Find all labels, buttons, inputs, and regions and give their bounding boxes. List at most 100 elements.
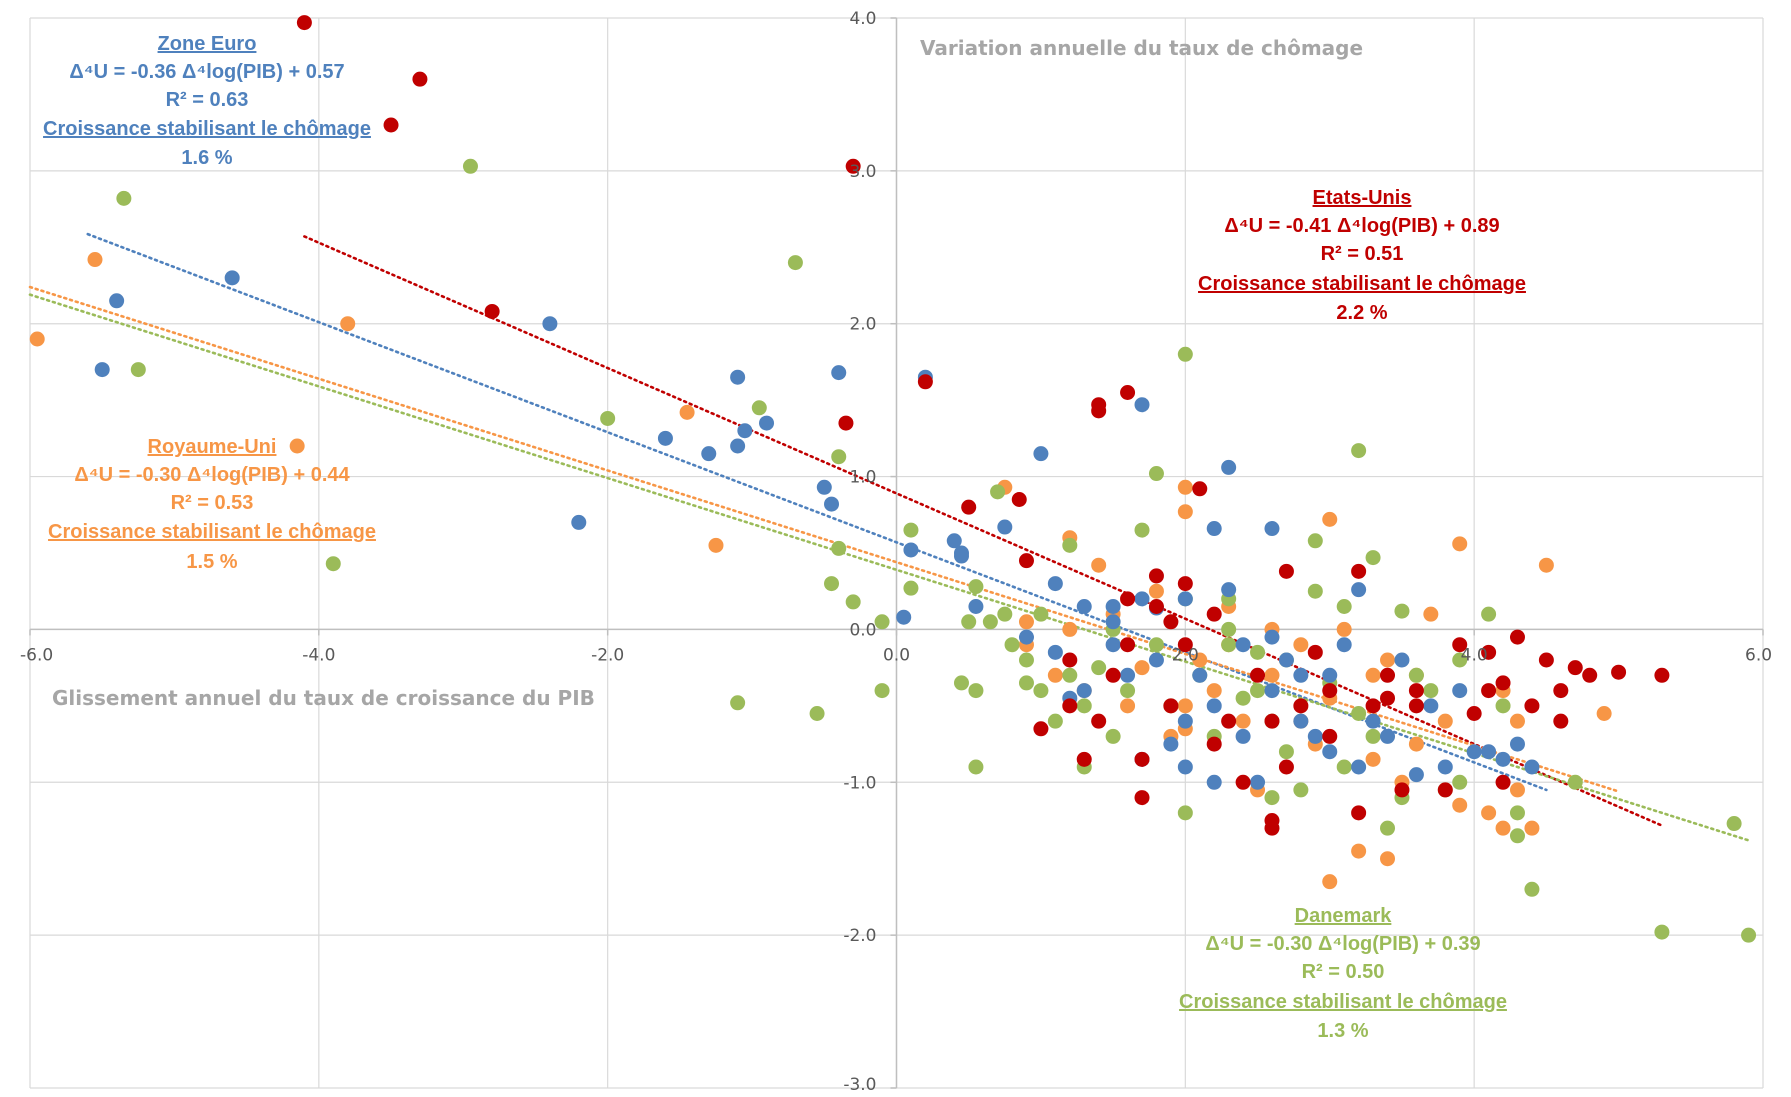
data-point-etats-unis <box>1134 751 1150 767</box>
x-tick-label: 6.0 <box>1745 645 1772 665</box>
data-point-etats-unis <box>1553 713 1569 729</box>
data-point-danemark <box>1018 652 1034 668</box>
data-point-zone-euro <box>1206 774 1222 790</box>
annotation-zone-euro-equation: Δ⁴U = -0.36 Δ⁴log(PIB) + 0.57 <box>69 61 344 83</box>
data-point-etats-unis <box>961 499 977 515</box>
trend-line-royaume-uni <box>28 285 1620 793</box>
data-point-danemark <box>824 576 840 592</box>
data-point-danemark <box>1567 774 1583 790</box>
data-point-etats-unis <box>1134 790 1150 806</box>
data-point-danemark <box>1452 774 1468 790</box>
data-point-etats-unis <box>1322 683 1338 699</box>
data-point-zone-euro <box>1177 713 1193 729</box>
data-point-royaume-uni <box>1206 683 1222 699</box>
data-point-royaume-uni <box>1452 536 1468 552</box>
data-point-etats-unis <box>1481 644 1497 660</box>
data-point-royaume-uni <box>1538 557 1554 573</box>
data-point-etats-unis <box>1509 629 1525 645</box>
data-point-etats-unis <box>1091 713 1107 729</box>
data-point-zone-euro <box>1307 728 1323 744</box>
data-point-zone-euro <box>1177 591 1193 607</box>
y-tick-label: -1.0 <box>843 773 876 793</box>
data-point-zone-euro <box>1148 652 1164 668</box>
annotation-zone-euro-title: Zone Euro <box>158 33 257 55</box>
data-point-danemark <box>1394 603 1410 619</box>
data-point-etats-unis <box>1394 782 1410 798</box>
data-point-zone-euro <box>1293 667 1309 683</box>
data-point-royaume-uni <box>1380 652 1396 668</box>
data-point-zone-euro <box>903 542 919 558</box>
data-point-royaume-uni <box>1177 698 1193 714</box>
y-tick-label: 3.0 <box>849 162 876 182</box>
data-point-danemark <box>325 556 341 572</box>
annotation-zone-euro: Zone Euro Δ⁴U = -0.36 Δ⁴log(PIB) + 0.57 … <box>43 33 371 169</box>
data-point-zone-euro <box>1481 744 1497 760</box>
data-point-danemark <box>1033 606 1049 622</box>
annotation-zone-euro-r2: R² = 0.63 <box>166 89 249 111</box>
data-point-etats-unis <box>1076 751 1092 767</box>
data-point-danemark <box>1235 690 1251 706</box>
data-point-danemark <box>1509 805 1525 821</box>
y-tick-label: 0.0 <box>849 620 876 640</box>
data-point-etats-unis <box>838 415 854 431</box>
data-point-etats-unis <box>1582 667 1598 683</box>
data-point-zone-euro <box>1235 728 1251 744</box>
data-point-danemark <box>1495 698 1511 714</box>
data-point-zone-euro <box>997 519 1013 535</box>
data-point-zone-euro <box>224 270 240 286</box>
data-point-zone-euro <box>1322 667 1338 683</box>
data-point-etats-unis <box>1148 599 1164 614</box>
data-point-etats-unis <box>1011 492 1027 507</box>
data-point-zone-euro <box>737 423 753 439</box>
y-tick-label: -3.0 <box>843 1075 876 1095</box>
data-point-zone-euro <box>1293 713 1309 729</box>
data-point-etats-unis <box>1163 698 1179 714</box>
trend-line-etats-unis <box>303 235 1664 827</box>
data-point-etats-unis <box>1250 667 1266 683</box>
annotation-etats-unis-value: 2.2 % <box>1336 302 1387 324</box>
data-point-danemark <box>982 614 998 630</box>
data-point-zone-euro <box>94 362 110 378</box>
data-point-zone-euro <box>1076 599 1092 614</box>
data-point-zone-euro <box>1336 637 1352 653</box>
data-point-etats-unis <box>1380 667 1396 683</box>
data-point-etats-unis <box>1293 698 1309 714</box>
data-point-royaume-uni <box>1365 751 1381 767</box>
data-point-etats-unis <box>1018 553 1034 569</box>
data-point-zone-euro <box>1033 446 1049 462</box>
data-point-royaume-uni <box>1177 479 1193 495</box>
data-point-etats-unis <box>1307 644 1323 660</box>
data-point-etats-unis <box>1538 652 1554 668</box>
data-point-etats-unis <box>1495 774 1511 790</box>
data-point-zone-euro <box>946 533 962 549</box>
annotation-royaume-uni-equation: Δ⁴U = -0.30 Δ⁴log(PIB) + 0.44 <box>74 464 350 486</box>
data-point-danemark <box>1423 683 1439 699</box>
data-point-danemark <box>1148 637 1164 653</box>
data-point-zone-euro <box>1047 644 1063 660</box>
data-point-danemark <box>1221 621 1237 637</box>
data-point-royaume-uni <box>1091 557 1107 573</box>
data-point-royaume-uni <box>1018 614 1034 630</box>
data-point-zone-euro <box>824 496 840 512</box>
data-point-zone-euro <box>1365 713 1381 729</box>
data-point-zone-euro <box>1509 736 1525 752</box>
data-point-etats-unis <box>1351 805 1367 821</box>
data-point-zone-euro <box>1134 591 1150 607</box>
data-point-zone-euro <box>730 369 746 385</box>
data-point-royaume-uni <box>679 404 695 420</box>
data-point-royaume-uni <box>87 252 103 268</box>
data-point-danemark <box>874 683 890 699</box>
x-tick-label: 0.0 <box>883 645 910 665</box>
data-point-zone-euro <box>701 446 717 462</box>
data-point-etats-unis <box>1033 721 1049 737</box>
data-point-etats-unis <box>1177 576 1193 592</box>
data-point-royaume-uni <box>1481 805 1497 821</box>
data-point-zone-euro <box>1134 397 1150 413</box>
x-axis-label: Glissement annuel du taux de croissance … <box>52 686 595 710</box>
data-point-zone-euro <box>571 514 587 530</box>
data-point-danemark <box>1336 599 1352 614</box>
trend-line-danemark <box>28 293 1750 842</box>
data-point-etats-unis <box>917 374 933 390</box>
annotation-etats-unis-title: Etats-Unis <box>1313 187 1412 209</box>
data-point-royaume-uni <box>1509 782 1525 798</box>
